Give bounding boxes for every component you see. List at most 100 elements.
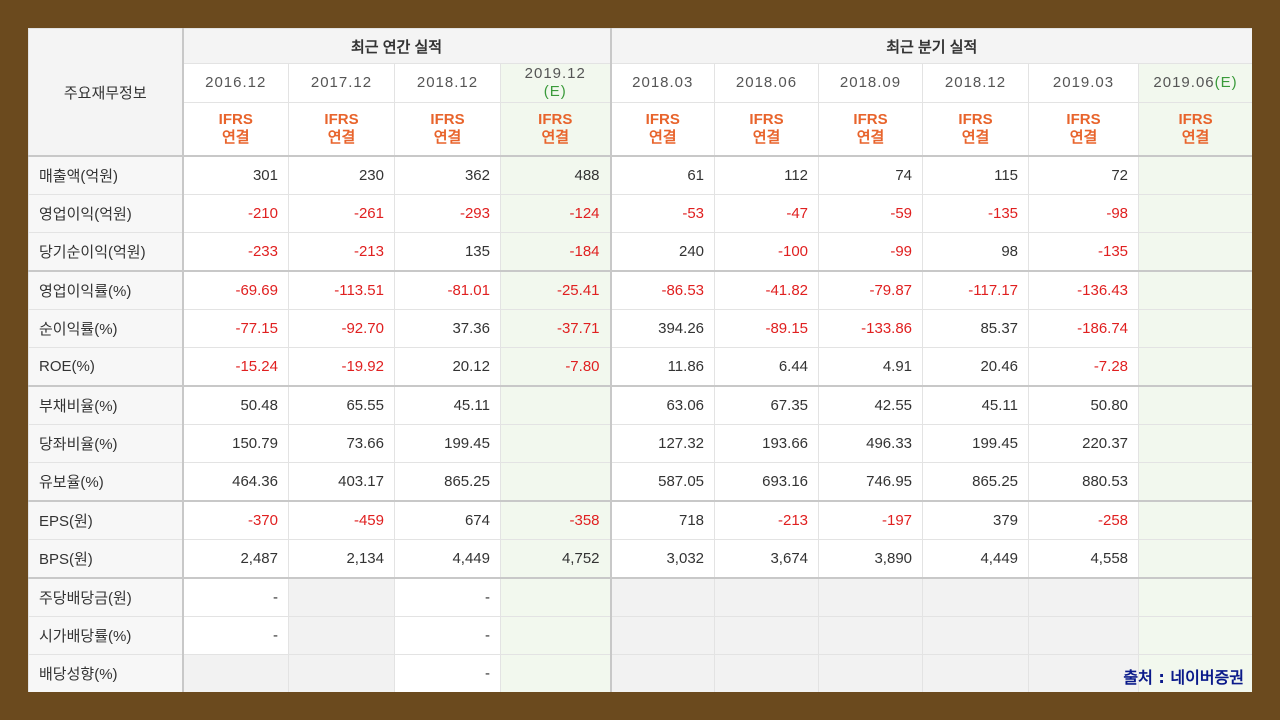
table-cell: -184 [499, 232, 612, 272]
row-label: 순이익률(%) [28, 309, 184, 348]
table-cell: -19.92 [288, 347, 395, 387]
estimate-mark: (E) [543, 83, 567, 100]
ifrs-text: IFRS [1178, 111, 1213, 128]
consolidated-text: 연결 [856, 129, 885, 146]
table-cell: 240 [610, 232, 716, 272]
period-label: 2018.12 [416, 74, 479, 91]
table-cell: -233 [182, 232, 289, 272]
table-cell [182, 654, 289, 692]
consolidated-text: 연결 [752, 129, 781, 146]
table-cell: 98 [922, 232, 1030, 272]
table-cell: 74 [818, 155, 924, 195]
table-cell: -124 [499, 194, 612, 233]
table-cell: 2,487 [182, 539, 289, 579]
ifrs-consolidated-label: IFRS 연결 [818, 102, 924, 157]
table-cell: 4,449 [922, 539, 1030, 579]
table-cell: 880.53 [1028, 462, 1140, 502]
row-label: 배당성향(%) [28, 654, 184, 692]
row-label: 주당배당금(원) [28, 577, 184, 617]
table-cell: 220.37 [1028, 424, 1140, 463]
table-cell: 45.11 [394, 385, 501, 425]
table-cell: -459 [288, 500, 395, 540]
table-row: 영업이익률(%) -69.69 -113.51 -81.01 -25.41 -86.53-… [28, 270, 1252, 310]
table-row: 당기순이익(억원) -233 -213 135 -184 240 -100 -99 98 -135 [28, 232, 1252, 272]
table-cell: -261 [288, 194, 395, 233]
table-cell: -136.43 [1028, 270, 1140, 310]
consolidated-text: 연결 [433, 129, 462, 146]
period-label: 2019.12 [524, 65, 586, 82]
table-cell: 4,558 [1028, 539, 1140, 579]
table-cell: -135 [1028, 232, 1140, 272]
table-header-label: 주요재무정보 [28, 28, 184, 157]
table-row: ROE(%) -15.24 -19.92 20.12 -7.80 11.86 6.44 4.9… [28, 347, 1252, 387]
table-cell: 150.79 [182, 424, 289, 463]
table-cell: 135 [394, 232, 501, 272]
table-cell: -7.80 [499, 347, 612, 387]
table-cell: 587.05 [610, 462, 716, 502]
ifrs-text: IFRS [645, 111, 680, 128]
table-cell [1028, 616, 1140, 655]
table-cell [610, 616, 716, 655]
table-cell: 4,449 [394, 539, 501, 579]
table-cell: 3,674 [714, 539, 820, 579]
period-label: 2016.12 [205, 74, 267, 91]
ifrs-consolidated-label: IFRS 연결 [288, 102, 395, 157]
row-label: BPS(원) [28, 539, 184, 579]
table-cell: 11.86 [610, 347, 716, 387]
ifrs-text: IFRS [324, 111, 359, 128]
period-header: 2019.12 (E) [499, 63, 612, 103]
table-cell: 85.37 [922, 309, 1030, 348]
row-label: EPS(원) [28, 500, 184, 540]
table-cell: -41.82 [714, 270, 820, 310]
ifrs-consolidated-label: IFRS 연결 [499, 102, 612, 157]
table-cell: -135 [922, 194, 1030, 233]
period-label: 2018.12 [944, 74, 1007, 91]
table-cell: 4.91 [818, 347, 924, 387]
table-cell: -53 [610, 194, 716, 233]
table-cell: -258 [1028, 500, 1140, 540]
table-cell: 6.44 [714, 347, 820, 387]
table-cell: 865.25 [394, 462, 501, 502]
table-cell: 115 [922, 155, 1030, 195]
consolidated-text: 연결 [221, 129, 250, 146]
period-label: 2017.12 [310, 74, 373, 91]
period-label: 2019.03 [1052, 74, 1115, 91]
table-cell [288, 577, 395, 617]
table-cell: 301 [182, 155, 289, 195]
table-cell: -69.69 [182, 270, 289, 310]
table-row: EPS(원) -370 -459 674 -358 718 -213 -197 379 -258 [28, 500, 1252, 540]
estimate-mark: (E) [1214, 74, 1238, 91]
table-cell: -15.24 [182, 347, 289, 387]
period-header: 2017.12 [288, 63, 395, 103]
table-cell: 193.66 [714, 424, 820, 463]
table-cell [610, 577, 716, 617]
period-header: 2019.03 [1028, 63, 1140, 103]
table-cell [714, 654, 820, 692]
row-label: 매출액(억원) [28, 155, 184, 195]
period-label: 2018.09 [839, 74, 902, 91]
table-cell: -81.01 [394, 270, 501, 310]
table-row: 영업이익(억원) -210 -261 -293 -124 -53 -47 -59 -135 -98 [28, 194, 1252, 233]
table-cell: 61 [610, 155, 716, 195]
table-cell: - [182, 577, 289, 617]
table-cell [714, 616, 820, 655]
table-cell: 199.45 [922, 424, 1030, 463]
table-row: 유보율(%) 464.36 403.17 865.25 587.05 693.16 746.… [28, 462, 1252, 502]
table-cell [1138, 155, 1252, 195]
table-row: 매출액(억원) 301 230 362 488 61 112 74 115 72 [28, 155, 1252, 195]
table-cell: 4,752 [499, 539, 612, 579]
table-cell [1138, 462, 1252, 502]
source-caption: 출처 : 네이버증권 [1123, 668, 1244, 687]
table-cell: -370 [182, 500, 289, 540]
table-cell: 112 [714, 155, 820, 195]
table-cell [1138, 232, 1252, 272]
consolidated-text: 연결 [1069, 129, 1098, 146]
ifrs-consolidated-label: IFRS 연결 [1138, 102, 1252, 157]
table-cell: 718 [610, 500, 716, 540]
table-cell: 394.26 [610, 309, 716, 348]
table-cell [1138, 194, 1252, 233]
annual-results-header: 최근 연간 실적 [181, 28, 612, 64]
table-row: 주당배당금(원) - - [28, 577, 1252, 617]
table-cell: 37.36 [394, 309, 501, 348]
table-cell [499, 385, 612, 425]
